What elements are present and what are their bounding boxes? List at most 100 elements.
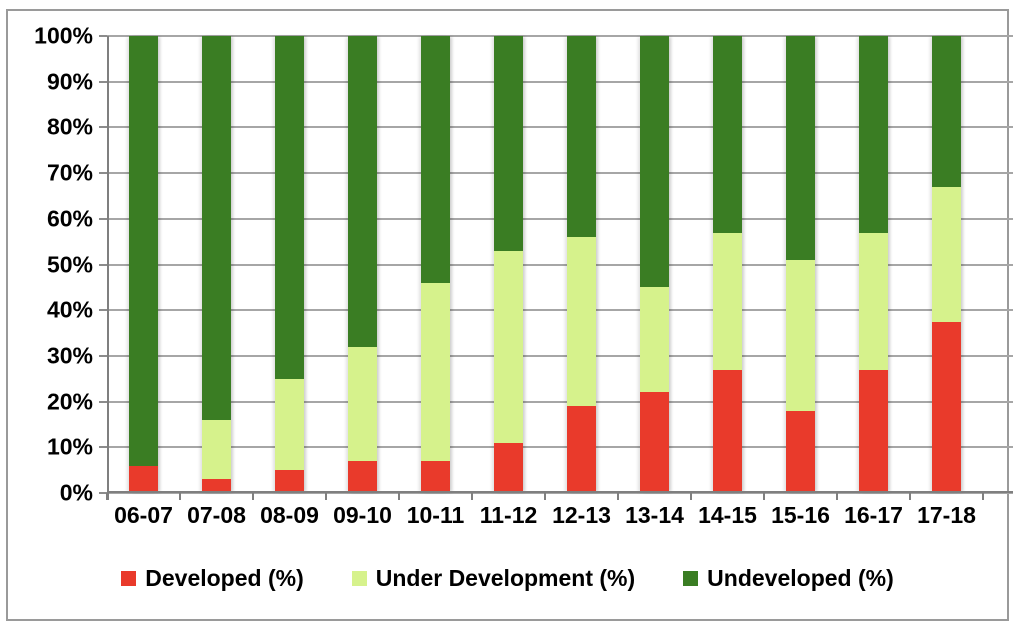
bar-segment <box>275 378 304 471</box>
y-axis-tick <box>99 126 107 129</box>
gridline <box>107 217 1013 220</box>
x-axis-tick <box>398 493 400 500</box>
bar-stack-07-08 <box>202 36 231 493</box>
gridline <box>107 309 1013 312</box>
bar-segment <box>640 287 669 393</box>
y-axis-tick <box>99 217 107 220</box>
gridline <box>107 35 1013 37</box>
bar-segment <box>494 442 523 493</box>
x-axis-tick-label: 06-07 <box>114 502 173 528</box>
y-axis-tick <box>99 354 107 357</box>
y-axis-tick-label: 20% <box>46 388 93 415</box>
bar-segment <box>348 346 377 462</box>
plot-area <box>99 35 1013 500</box>
bar-segment <box>713 36 742 233</box>
legend-label: Undeveloped (%) <box>707 565 894 591</box>
bar-segment <box>640 392 669 493</box>
y-axis-tick <box>99 446 107 449</box>
gridline <box>107 80 1013 83</box>
bar-stack-14-15 <box>713 36 742 493</box>
y-axis-tick <box>99 400 107 403</box>
bar-segment <box>129 465 158 493</box>
x-axis-tick <box>690 493 692 500</box>
x-axis-line <box>107 491 1013 493</box>
bar-segment <box>421 282 450 462</box>
x-axis-tick <box>909 493 911 500</box>
x-axis-tick-label: 15-16 <box>771 502 830 528</box>
bar-segment <box>567 36 596 238</box>
bar-segment <box>932 321 961 493</box>
y-axis-tick-label: 100% <box>34 22 93 49</box>
x-axis-tick-label: 13-14 <box>625 502 684 528</box>
x-axis-tick-label: 16-17 <box>844 502 903 528</box>
bar-stack-15-16 <box>786 36 815 493</box>
bar-segment <box>786 36 815 260</box>
gridline <box>107 263 1013 266</box>
legend-label: Developed (%) <box>145 565 304 591</box>
bar-segment <box>275 470 304 493</box>
x-axis-tick-label: 11-12 <box>479 502 538 528</box>
bar-stack-11-12 <box>494 36 523 493</box>
y-axis-tick-label: 90% <box>46 68 93 95</box>
x-axis-tick <box>179 493 181 500</box>
y-axis-tick-label: 0% <box>59 479 93 506</box>
bar-segment <box>713 232 742 370</box>
bar-segment <box>932 36 961 187</box>
gridline <box>107 400 1013 403</box>
bar-segment <box>202 36 231 420</box>
gridline <box>107 492 1013 494</box>
x-axis-tick-label: 07-08 <box>187 502 246 528</box>
bar-segment <box>202 479 231 493</box>
bar-segment <box>275 36 304 379</box>
y-axis-labels: 0% 10% 20% 30% 40% 50% 60% 70% 80% 90% 100% <box>0 23 93 506</box>
x-axis-tick <box>763 493 765 500</box>
bar-segment <box>202 419 231 480</box>
y-axis-tick <box>99 80 107 83</box>
y-axis-tick-label: 10% <box>46 433 93 460</box>
legend-swatch-icon <box>351 571 367 586</box>
bar-segment <box>640 36 669 288</box>
legend-swatch-icon <box>121 571 137 586</box>
bar-segment <box>348 461 377 493</box>
gridline <box>107 172 1013 175</box>
x-axis-tick <box>982 493 984 500</box>
y-axis-tick-label: 80% <box>46 113 93 140</box>
x-axis-labels: 06-07 07-08 08-09 09-10 10-11 11-12 12-13 13-14… <box>107 502 983 532</box>
bar-segment <box>713 369 742 493</box>
y-axis-tick <box>99 35 107 37</box>
bar-stack-06-07 <box>129 36 158 493</box>
bar-segment <box>129 36 158 466</box>
y-axis-tick-label: 70% <box>46 159 93 186</box>
bar-segment <box>786 259 815 411</box>
bar-segment <box>421 36 450 283</box>
gridline <box>107 354 1013 357</box>
bar-segment <box>786 410 815 493</box>
x-axis-tick-label: 17-18 <box>917 502 976 528</box>
bar-segment <box>932 186 961 322</box>
x-axis-tick <box>252 493 254 500</box>
x-axis-tick <box>836 493 838 500</box>
bar-segment <box>494 250 523 443</box>
gridline <box>107 126 1013 129</box>
bar-stack-09-10 <box>348 36 377 493</box>
legend-item: Developed (%) <box>121 565 304 592</box>
x-axis-tick <box>106 493 108 500</box>
bar-stack-08-09 <box>275 36 304 493</box>
legend: Developed (%) Under Development (%) Undeve… <box>6 565 1009 592</box>
legend-label: Under Development (%) <box>375 565 636 591</box>
y-axis-tick <box>99 263 107 266</box>
bar-segment <box>567 237 596 407</box>
bar-stack-10-11 <box>421 36 450 493</box>
bar-segment <box>494 36 523 251</box>
legend-swatch-icon <box>683 571 699 586</box>
x-axis-tick <box>325 493 327 500</box>
legend-item: Under Development (%) <box>351 565 636 592</box>
bar-stack-17-18 <box>932 36 961 493</box>
bar-stack-13-14 <box>640 36 669 493</box>
x-axis-tick <box>471 493 473 500</box>
x-axis-tick <box>617 493 619 500</box>
bar-segment <box>859 369 888 493</box>
bar-segment <box>859 36 888 233</box>
bar-segment <box>421 461 450 493</box>
